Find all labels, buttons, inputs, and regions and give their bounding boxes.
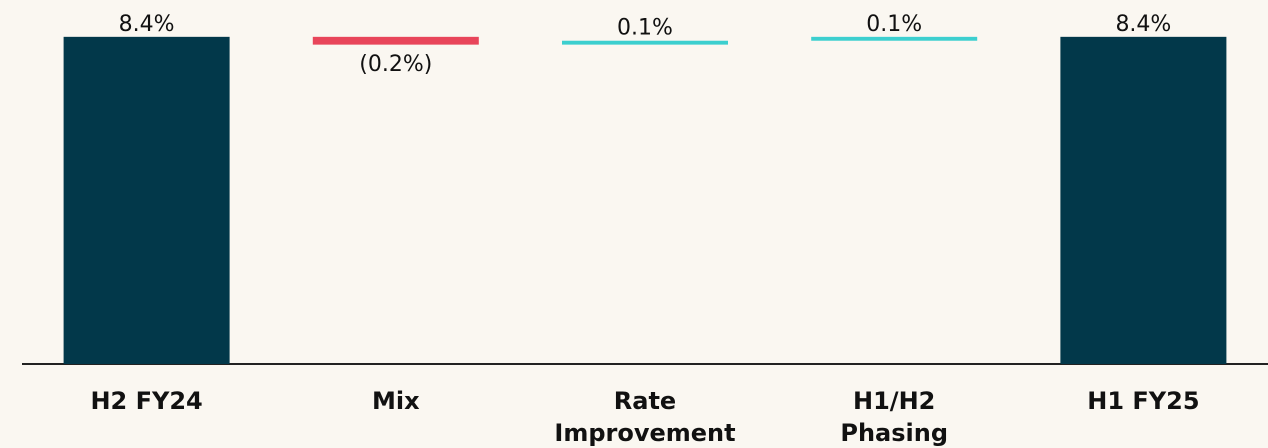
category-label-4: H1 FY25 — [1087, 387, 1199, 415]
category-labels: H2 FY24 Mix Rate Improvement H1/H2 Phasing H1 … — [90, 387, 1199, 447]
chart-marks — [63, 36, 1227, 365]
bar-increase-2 — [562, 40, 728, 45]
data-label-4: 8.4% — [1115, 12, 1171, 37]
category-label-3: H1/H2 Phasing — [840, 387, 948, 447]
data-label-0: 8.4% — [119, 12, 175, 37]
category-label-2: Rate Improvement — [554, 387, 735, 447]
data-labels: 8.4% (0.2%) 0.1% 0.1% 8.4% — [119, 12, 1172, 77]
bar-total-4 — [1060, 36, 1227, 365]
bar-total-0 — [63, 36, 230, 365]
bar-increase-3 — [811, 36, 978, 41]
bar-decrease-1 — [312, 36, 479, 45]
data-label-3: 0.1% — [866, 12, 922, 37]
category-label-0: H2 FY24 — [90, 387, 202, 415]
category-label-1: Mix — [372, 387, 420, 415]
data-label-2: 0.1% — [617, 16, 673, 41]
data-label-1: (0.2%) — [359, 52, 432, 77]
